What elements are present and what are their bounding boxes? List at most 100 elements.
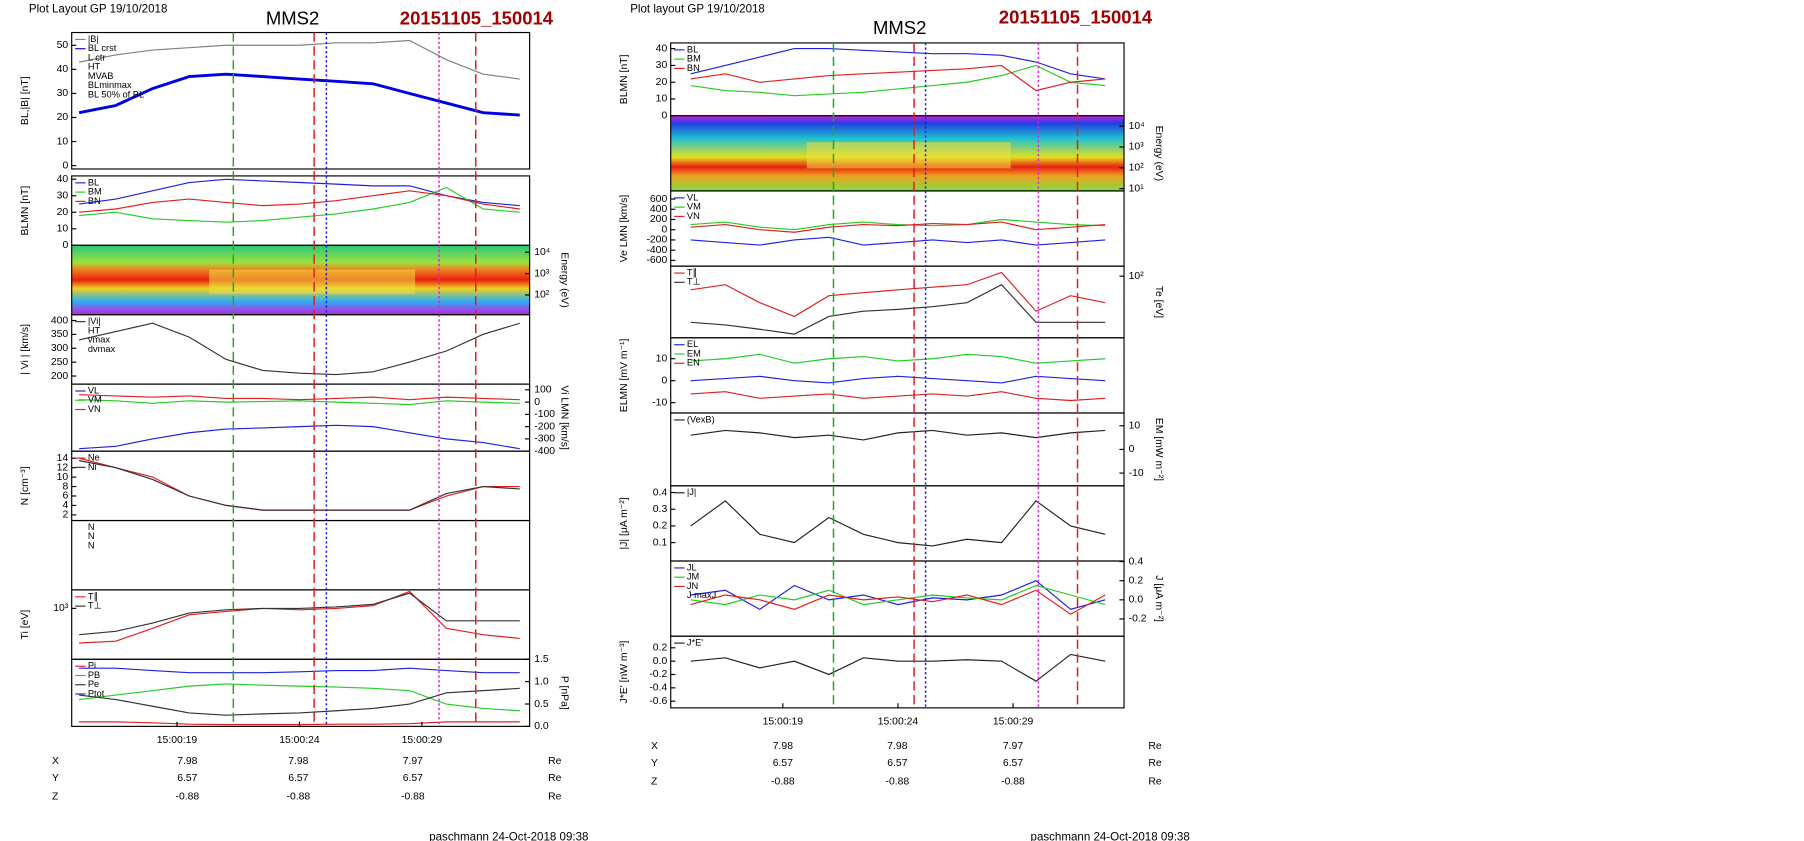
y-tick-label: 10³ [534,268,550,279]
panel-frame [670,337,1125,414]
y-tick-label: 0.4 [1129,556,1144,567]
y-tick-label: 2 [62,510,68,521]
legend-label: VN [687,211,700,221]
event-id: 20151105_150014 [400,8,554,29]
legend-label: BM [88,187,102,197]
series-line [690,500,1106,547]
y-tick-label: 10 [1129,421,1141,432]
legend-label: |J| [687,487,696,497]
series-line [79,399,520,406]
series-line [79,687,520,716]
y-tick-label: -100 [534,409,555,420]
spectrogram-band [209,269,416,294]
y-tick-label: 10 [656,94,668,105]
series-line [79,186,520,223]
footer: paschmann 24-Oct-2018 09:38 [429,831,588,841]
annotation: dvmax [88,344,116,354]
y-tick-label: 0.4 [653,487,668,498]
y-tick-label: 0.3 [653,504,668,515]
header: Plot Layout GP 19/10/2018 [29,3,167,15]
ephemeris-value: 7.98 [177,756,197,767]
ephemeris-value: 7.97 [403,756,423,767]
y-tick-label: -10 [1129,468,1144,479]
ephemeris-value: 6.57 [773,758,793,769]
x-tick-label: 15:00:19 [157,735,198,746]
y-tick-label: 0 [62,240,68,251]
y-tick-label: 0.0 [1129,595,1144,606]
footer: paschmann 24-Oct-2018 09:38 [1031,831,1190,841]
y-tick-label: 0.2 [1129,575,1144,586]
y-tick-label: 200 [650,214,668,225]
ephemeris-value: 7.97 [1003,741,1023,752]
y-tick-label: 600 [650,194,668,205]
legend-label: EL [687,339,698,349]
ephemeris-unit: Re [1148,741,1162,752]
series-line [78,72,520,117]
panel-frame [71,658,531,727]
y-tick-label: 0.5 [534,699,549,710]
ephemeris-value: -0.88 [175,792,199,803]
y-axis-label: J*E' [nW m⁻³] [619,640,630,703]
legend-label: VM [88,395,102,405]
panel-frame [71,589,531,660]
y-axis-label: Energy (eV) [1153,126,1164,181]
y-tick-label: 10 [57,224,69,235]
series-line [690,218,1106,231]
ephemeris-value: 6.57 [403,773,423,784]
legend-label: BN [88,196,101,206]
annotation: vmax [88,335,110,345]
annotation: BLminmax [88,80,132,90]
y-tick-label: -10 [652,397,667,408]
legend-label: BM [687,54,701,64]
annotation: HT [88,62,101,72]
y-tick-label: 10² [534,290,550,301]
series-line [690,236,1106,246]
y-tick-label: 20 [57,207,69,218]
y-axis-label: J [μA m⁻²] [1153,575,1164,622]
legend-label: EM [687,348,701,358]
y-tick-label: -0.6 [649,696,667,707]
y-axis-label: BLMN [nT] [619,54,630,104]
y-axis-label: P [nPa] [559,676,570,710]
y-tick-label: 40 [656,43,668,54]
legend-label: BL crst [88,43,117,53]
y-tick-label: -600 [646,255,667,266]
series-line [79,178,520,207]
legend-label: EN [687,358,700,368]
y-tick-label: 200 [51,371,69,382]
ephemeris-unit: Re [1148,777,1162,788]
y-axis-label: N [cm⁻³] [20,466,31,505]
ephemeris-value: -0.88 [771,777,795,788]
y-tick-label: -0.2 [1129,614,1147,625]
y-tick-label: 0.0 [534,721,549,732]
x-tick-label: 15:00:29 [993,716,1034,727]
y-tick-label: 30 [656,60,668,71]
series-line [690,375,1106,384]
panel: 10¹ 10² 10³ 10⁴ Energy (eV) [670,115,1164,194]
ephemeris-value: 6.57 [1003,758,1023,769]
panel: 10² Te [eV] T∥T⊥ [670,265,1164,339]
y-tick-label: -0.4 [649,683,667,694]
legend-label: T⊥ [88,601,102,611]
y-tick-label: 10² [1129,271,1145,282]
legend-label: JM [687,572,699,582]
legend-label: JL [687,562,697,572]
series-line [79,424,520,450]
panel-frame [670,485,1125,562]
ephemeris-label: X [651,741,658,752]
panel: 200 250 300 350 400 | Vi | [km/s] |Vi|HTvmaxdv… [20,314,531,385]
ephemeris-value: -0.88 [287,792,311,803]
annotation: J maxJ [687,590,716,600]
series-line [79,667,520,674]
y-axis-label: Energy (eV) [559,252,570,307]
legend-label: Pi [88,661,96,671]
y-tick-label: 30 [57,88,69,99]
y-tick-label: 10³ [53,603,69,614]
y-tick-label: 100 [534,385,552,396]
ephemeris-value: 6.57 [177,773,197,784]
legend-label: Ptot [88,688,105,698]
